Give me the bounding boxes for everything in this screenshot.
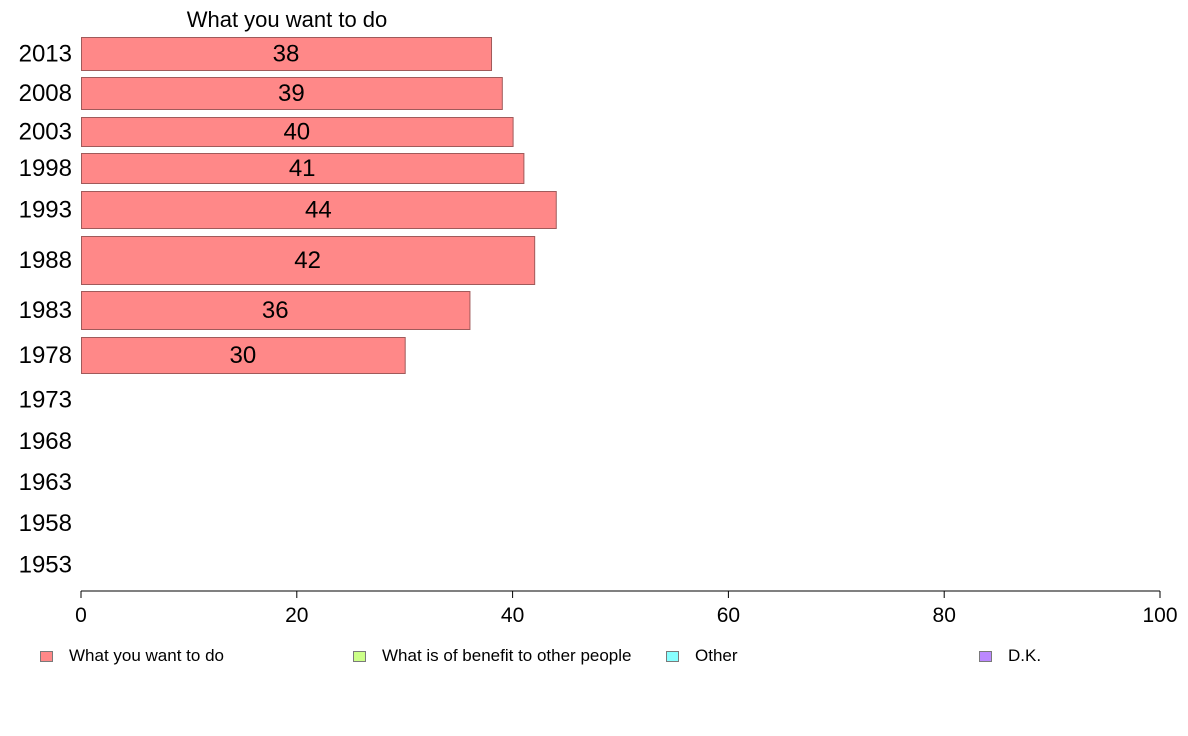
bar: [81, 337, 406, 374]
legend-label-dk: D.K.: [1008, 646, 1042, 665]
bar: [81, 153, 525, 184]
bar: [81, 291, 471, 330]
legend-label-benefit: What is of benefit to other people: [382, 646, 632, 665]
y-tick-label: 2008: [19, 80, 72, 107]
legend-item-benefit: What is of benefit to other people: [353, 646, 632, 666]
x-tick-label: 80: [933, 604, 956, 627]
legend-label-other: Other: [695, 646, 738, 665]
y-tick-label: 1973: [19, 387, 72, 414]
y-tick-label: 1978: [19, 342, 72, 369]
y-tick-label: 1998: [19, 155, 72, 182]
x-tick-label: 20: [285, 604, 308, 627]
y-tick-label: 2003: [19, 119, 72, 146]
legend-swatch-want: [40, 650, 53, 662]
bar-value-label: 30: [229, 342, 256, 369]
bar: [81, 236, 536, 285]
bar-value-label: 42: [294, 247, 321, 274]
bar-value-label: 40: [283, 119, 310, 146]
legend-swatch-dk: [979, 650, 992, 662]
bar-value-label: 39: [278, 80, 305, 107]
y-tick-label: 1988: [19, 247, 72, 274]
chart-title: What you want to do: [187, 7, 388, 32]
x-tick-label: 60: [717, 604, 740, 627]
legend-label-want: What you want to do: [69, 646, 224, 665]
x-tick-label: 40: [501, 604, 524, 627]
legend-swatch-other: [666, 650, 679, 662]
legend-item-other: Other: [666, 646, 738, 666]
bar-value-label: 38: [273, 41, 300, 68]
y-tick-label: 1963: [19, 469, 72, 496]
x-tick-label: 100: [1142, 604, 1177, 627]
bar-value-label: 44: [305, 197, 332, 224]
y-tick-label: 1968: [19, 428, 72, 455]
bar: [81, 37, 493, 71]
legend-item-want: What you want to do: [40, 646, 224, 666]
bar: [81, 77, 503, 110]
y-tick-label: 1983: [19, 297, 72, 324]
bar-value-label: 41: [289, 155, 316, 182]
y-tick-label: 2013: [19, 41, 72, 68]
bar: [81, 191, 557, 229]
bar-value-label: 36: [262, 297, 289, 324]
x-tick-label: 0: [75, 604, 87, 627]
y-tick-label: 1953: [19, 552, 72, 579]
y-tick-label: 1993: [19, 197, 72, 224]
legend-swatch-benefit: [353, 650, 366, 662]
y-tick-label: 1958: [19, 510, 72, 537]
legend-item-dk: D.K.: [979, 646, 1041, 666]
legend: What you want to do What is of benefit t…: [0, 646, 1188, 666]
bar: [81, 117, 514, 147]
